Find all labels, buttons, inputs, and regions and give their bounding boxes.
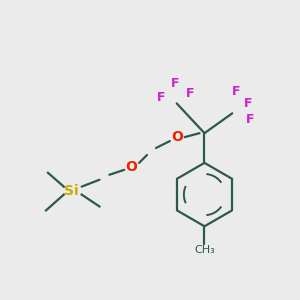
Text: O: O <box>171 130 183 144</box>
Text: F: F <box>232 85 240 98</box>
Text: Si: Si <box>64 184 79 198</box>
Text: O: O <box>125 160 137 174</box>
Text: F: F <box>170 77 179 90</box>
Text: F: F <box>246 113 254 126</box>
Text: CH₃: CH₃ <box>194 245 215 255</box>
Text: F: F <box>244 97 252 110</box>
Text: F: F <box>157 91 165 104</box>
Text: F: F <box>186 87 195 100</box>
